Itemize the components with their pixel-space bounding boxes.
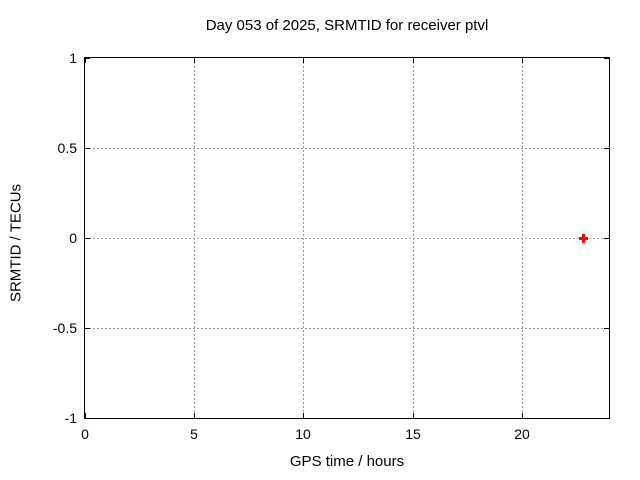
y-tick-mark-right (604, 418, 609, 419)
x-tick-label: 5 (190, 426, 198, 442)
x-tick-mark-bottom (85, 413, 86, 418)
y-tick-mark-right (604, 328, 609, 329)
x-tick-mark-top (413, 58, 414, 63)
y-gridline (85, 238, 609, 239)
x-tick-label: 20 (514, 426, 530, 442)
y-tick-label: 0.5 (57, 140, 77, 156)
y-tick-label: 0 (69, 230, 77, 246)
y-tick-label: 1 (69, 50, 77, 66)
y-tick-mark-right (604, 148, 609, 149)
y-gridline (85, 328, 609, 329)
plot-area (84, 57, 610, 419)
x-tick-mark-top (85, 58, 86, 63)
y-tick-mark-right (604, 238, 609, 239)
y-tick-label: -1 (64, 410, 77, 426)
x-tick-mark-top (522, 58, 523, 63)
x-tick-mark-bottom (194, 413, 195, 418)
y-gridline (85, 148, 609, 149)
y-tick-mark-left (85, 58, 90, 59)
x-tick-mark-bottom (522, 413, 523, 418)
y-tick-mark-left (85, 328, 90, 329)
x-tick-mark-top (303, 58, 304, 63)
x-axis-label: GPS time / hours (289, 453, 405, 470)
y-tick-mark-left (85, 418, 90, 419)
chart-title: Day 053 of 2025, SRMTID for receiver ptv… (205, 17, 489, 34)
x-tick-mark-bottom (303, 413, 304, 418)
x-tick-label: 15 (405, 426, 421, 442)
y-tick-mark-left (85, 148, 90, 149)
y-tick-mark-right (604, 58, 609, 59)
y-tick-mark-left (85, 238, 90, 239)
data-point-marker (582, 234, 585, 243)
x-tick-mark-bottom (413, 413, 414, 418)
plot-inner (85, 58, 609, 419)
x-tick-mark-top (194, 58, 195, 63)
y-tick-label: -0.5 (52, 320, 77, 336)
x-tick-label: 0 (81, 426, 89, 442)
x-tick-label: 10 (295, 426, 311, 442)
